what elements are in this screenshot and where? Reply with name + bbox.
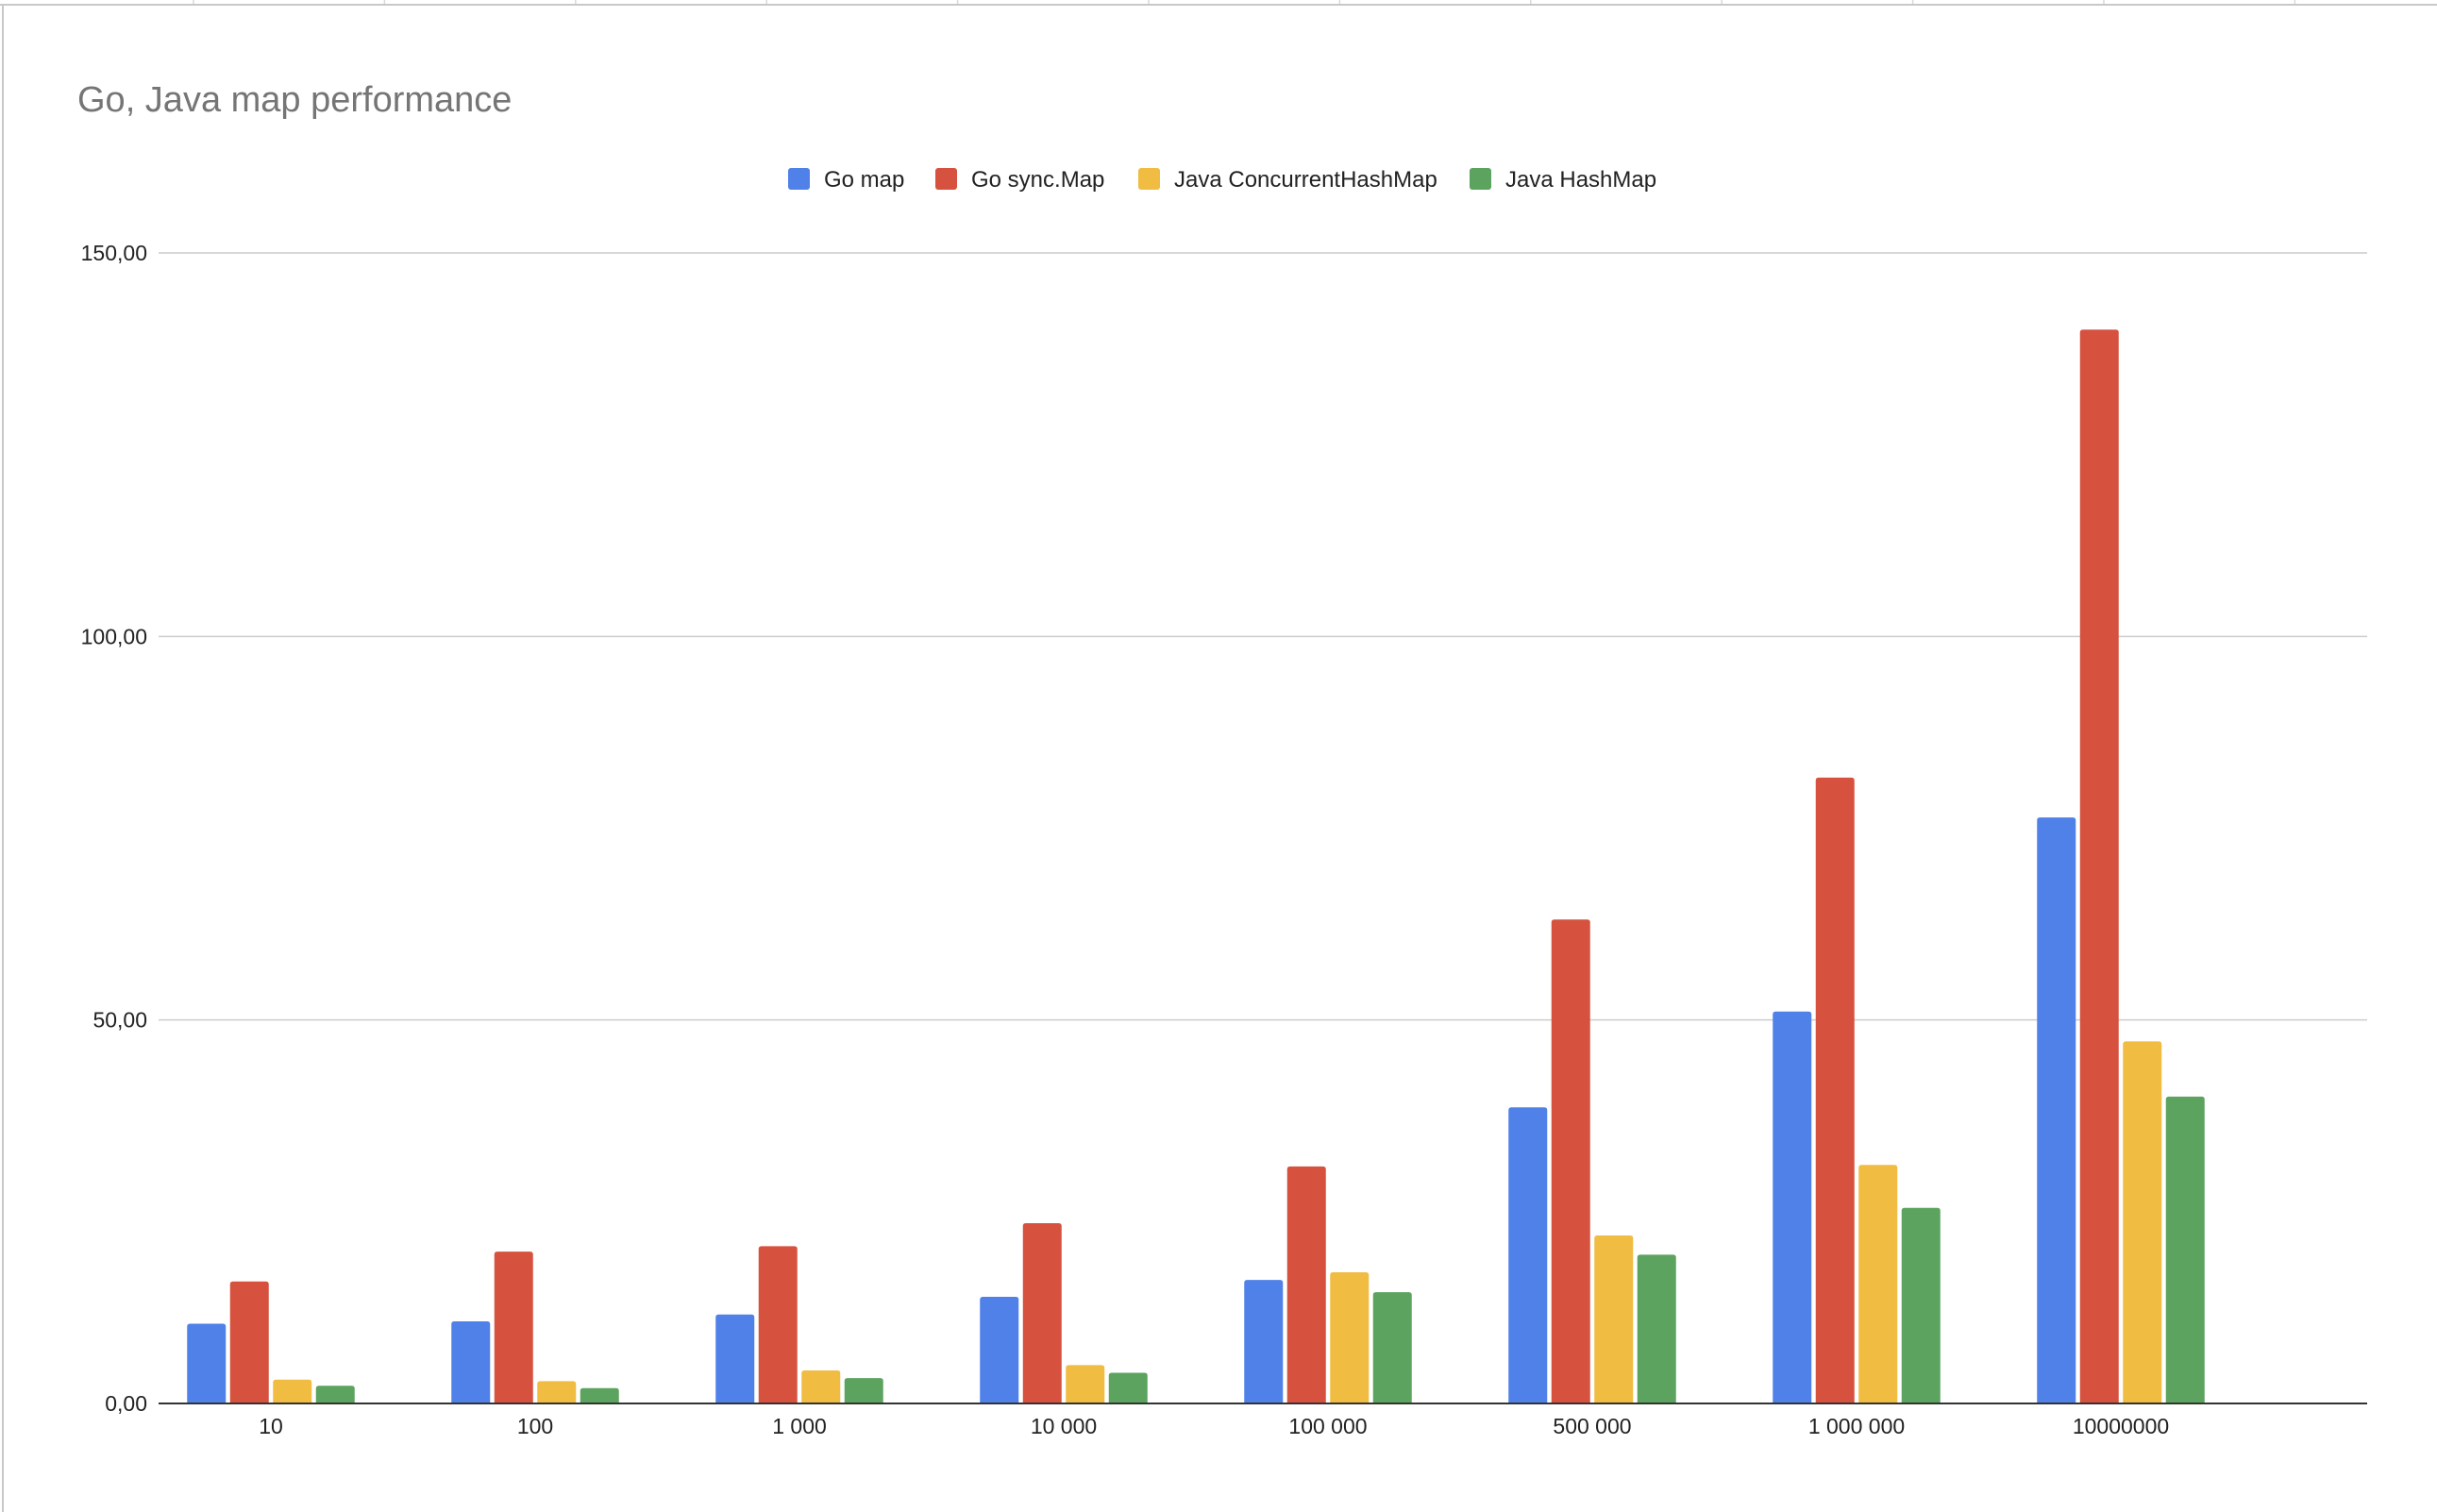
x-tick-label: 1 000 <box>772 1414 827 1438</box>
bar <box>1022 1223 1062 1403</box>
bar <box>273 1379 312 1403</box>
gridlines <box>159 252 2367 1021</box>
bar <box>537 1381 577 1403</box>
bar <box>715 1314 755 1403</box>
bar <box>758 1246 798 1403</box>
legend-label: Java HashMap <box>1505 167 1656 193</box>
bars <box>187 329 2205 1404</box>
bar <box>1773 1011 1812 1403</box>
y-tick-label: 50,00 <box>92 1008 147 1033</box>
x-tick-label: 10000000 <box>2073 1414 2169 1438</box>
x-tick-label: 10 <box>259 1414 283 1438</box>
bar <box>1286 1166 1326 1403</box>
bar <box>1108 1372 1148 1403</box>
bar <box>2037 817 2076 1403</box>
x-tick-label: 500 000 <box>1553 1414 1631 1438</box>
bar <box>580 1387 619 1403</box>
y-tick-label: 150,00 <box>81 241 147 265</box>
bar <box>494 1252 533 1403</box>
bar <box>1508 1107 1548 1403</box>
bar <box>1372 1292 1412 1403</box>
bar <box>1858 1165 1898 1403</box>
legend-swatch <box>1470 168 1491 190</box>
bar <box>1637 1254 1676 1403</box>
legend-label: Go sync.Map <box>971 167 1104 193</box>
bar <box>980 1297 1019 1403</box>
legend-label: Java ConcurrentHashMap <box>1174 167 1437 193</box>
y-tick-label: 100,00 <box>81 624 147 648</box>
chart-title: Go, Java map performance <box>77 80 512 120</box>
legend-swatch <box>1138 168 1160 190</box>
x-tick-label: 100 000 <box>1288 1414 1367 1438</box>
bar <box>1066 1365 1105 1403</box>
bar <box>1551 919 1590 1403</box>
y-axis-tick-labels: 0,00 50,00 100,00 150,00 <box>81 241 147 1416</box>
legend-swatch <box>788 168 810 190</box>
bar <box>1244 1280 1284 1403</box>
bar <box>315 1386 355 1403</box>
y-tick-label: 0,00 <box>105 1391 147 1416</box>
bar <box>1815 777 1855 1403</box>
bar <box>2123 1041 2162 1403</box>
x-tick-label: 10 000 <box>1031 1414 1097 1438</box>
bar <box>844 1378 883 1403</box>
bar <box>229 1281 269 1403</box>
bar <box>1901 1207 1941 1403</box>
legend-label: Go map <box>824 167 904 193</box>
bar <box>1330 1272 1370 1403</box>
bar <box>2165 1096 2205 1403</box>
bar <box>187 1323 227 1403</box>
bar <box>2079 329 2119 1404</box>
legend: Go map Go sync.Map Java ConcurrentHashMap J… <box>788 167 1656 193</box>
bar <box>1594 1235 1634 1403</box>
legend-swatch <box>935 168 957 190</box>
x-axis-tick-labels: 10 100 1 000 10 000 100 000 500 000 1 000 000 1… <box>259 1414 2169 1438</box>
x-tick-label: 1 000 000 <box>1808 1414 1905 1438</box>
bar <box>451 1321 491 1403</box>
bar <box>801 1370 841 1403</box>
x-tick-label: 100 <box>517 1414 553 1438</box>
